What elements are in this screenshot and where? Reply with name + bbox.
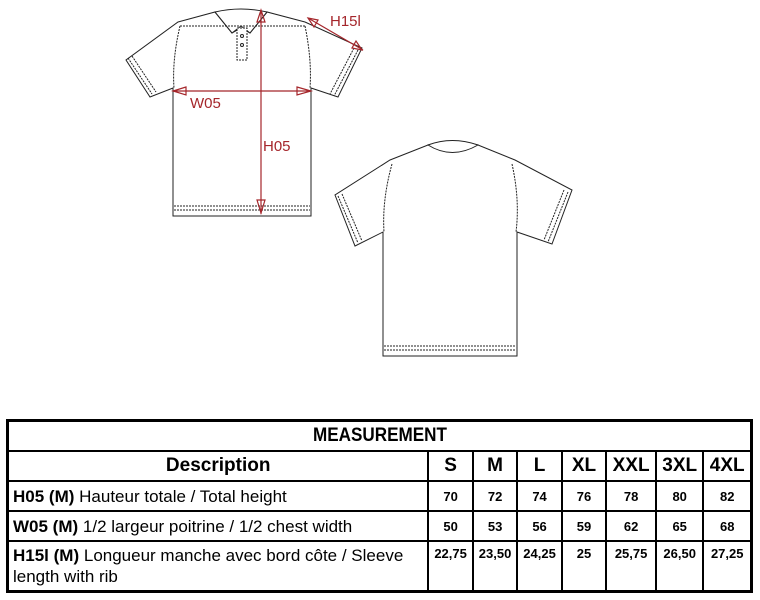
cell: 22,75 — [427, 540, 474, 592]
row-code: W05 (M) — [13, 516, 79, 536]
table-row: H05 (M) Hauteur totale / Total height 70… — [6, 480, 753, 512]
size-header: XL — [560, 450, 608, 482]
row-text: Longueur manche avec bord côte / Sleeve … — [13, 545, 404, 586]
size-header: S — [427, 450, 474, 482]
row-description: H15l (M) Longueur manche avec bord côte … — [6, 540, 430, 592]
measurement-arrows — [170, 8, 364, 216]
cell: 76 — [560, 480, 608, 512]
cell: 25,75 — [605, 540, 657, 592]
header-row: Description S M L XL XXL 3XL 4XL — [6, 450, 753, 482]
row-text: Hauteur totale / Total height — [79, 486, 287, 506]
cell: 56 — [516, 510, 563, 542]
cell: 65 — [654, 510, 705, 542]
cell: 78 — [605, 480, 657, 512]
cell: 80 — [654, 480, 705, 512]
cell: 70 — [427, 480, 474, 512]
cell: 53 — [471, 510, 519, 542]
row-code: H15l (M) — [13, 545, 80, 565]
cell: 50 — [427, 510, 474, 542]
cell: 59 — [560, 510, 608, 542]
measurement-table: MEASUREMENT Description S M L XL XXL 3XL… — [6, 419, 753, 593]
cell: 27,25 — [702, 540, 753, 592]
cell: 62 — [605, 510, 657, 542]
sleeve-label: H15l — [330, 13, 361, 30]
cell: 26,50 — [654, 540, 705, 592]
height-label: H05 — [263, 138, 291, 155]
table-row: H15l (M) Longueur manche avec bord côte … — [6, 540, 753, 592]
description-header: Description — [6, 450, 430, 482]
row-code: H05 (M) — [13, 486, 75, 506]
size-header: 3XL — [654, 450, 705, 482]
cell: 25 — [560, 540, 608, 592]
garment-diagram: W05 H05 H15l — [125, 8, 573, 357]
table-title: MEASUREMENT — [43, 419, 716, 452]
size-header: XXL — [605, 450, 657, 482]
table-row: W05 (M) 1/2 largeur poitrine / 1/2 chest… — [6, 510, 753, 542]
back-polo-shirt — [334, 140, 573, 357]
row-description: H05 (M) Hauteur totale / Total height — [6, 480, 430, 512]
cell: 72 — [471, 480, 519, 512]
cell: 74 — [516, 480, 563, 512]
cell: 23,50 — [471, 540, 519, 592]
width-label: W05 — [190, 95, 221, 112]
row-text: 1/2 largeur poitrine / 1/2 chest width — [82, 516, 353, 536]
front-polo-shirt — [125, 8, 363, 217]
size-header: 4XL — [702, 450, 753, 482]
cell: 24,25 — [516, 540, 563, 592]
cell: 82 — [702, 480, 753, 512]
size-header: M — [471, 450, 519, 482]
row-description: W05 (M) 1/2 largeur poitrine / 1/2 chest… — [6, 510, 430, 542]
cell: 68 — [702, 510, 753, 542]
size-header: L — [516, 450, 563, 482]
